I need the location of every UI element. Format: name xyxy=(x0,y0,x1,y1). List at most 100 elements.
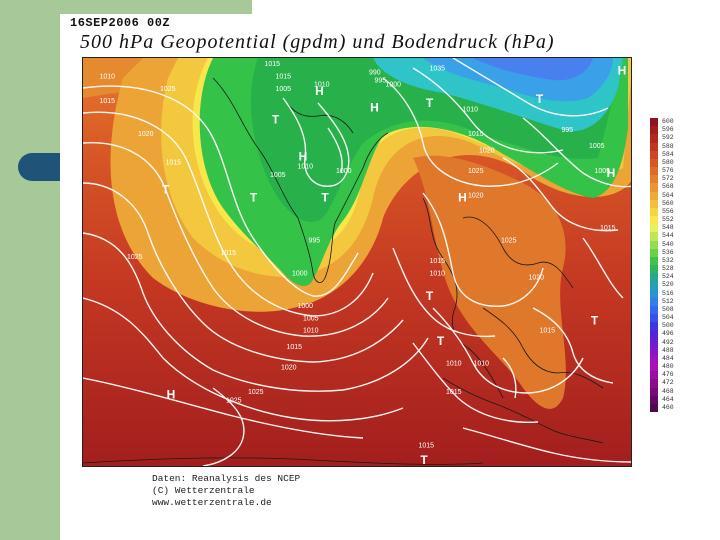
color-scale-swatch xyxy=(650,216,658,225)
low-pressure-marker: T xyxy=(536,92,544,106)
isobar-pressure-label: 1010 xyxy=(474,361,490,368)
weather-map-canvas: 1015 1015 1005 1010 1025 1010 1015 1020 1015 1005… xyxy=(83,58,631,467)
color-scale-value: 548 xyxy=(662,224,674,232)
isobar-pressure-label: 1000 xyxy=(336,168,352,175)
isobar-pressure-label: 1015 xyxy=(166,160,182,167)
color-scale-value: 568 xyxy=(662,183,674,191)
color-scale-value: 580 xyxy=(662,158,674,166)
color-scale-swatch xyxy=(650,175,658,184)
color-scale-value: 496 xyxy=(662,330,674,338)
credit-line: (C) Wetterzentrale xyxy=(152,485,255,496)
isobar-pressure-label: 1000 xyxy=(292,270,308,277)
color-scale-value: 484 xyxy=(662,354,674,362)
coastlines xyxy=(83,77,604,465)
isobar-pressure-label: 1015 xyxy=(265,61,281,68)
credit-line: Daten: Reanalysis des NCEP xyxy=(152,473,301,484)
decorative-top-strip xyxy=(0,0,252,14)
color-scale-value: 584 xyxy=(662,150,674,158)
color-scale-bar xyxy=(650,118,658,413)
isobar-pressure-label: 1010 xyxy=(100,74,116,81)
isobar-pressure-label: 990 xyxy=(369,69,381,76)
low-pressure-marker: T xyxy=(426,96,434,110)
color-scale-value: 544 xyxy=(662,232,674,240)
color-scale-swatch xyxy=(650,134,658,143)
low-pressure-marker: T xyxy=(437,334,445,348)
isobar-pressure-label: 1010 xyxy=(303,328,319,335)
low-pressure-marker: T xyxy=(420,453,428,467)
isobar-pressure-label: 1010 xyxy=(463,106,479,113)
low-pressure-marker: T xyxy=(321,191,329,205)
low-pressure-marker: T xyxy=(426,289,434,303)
cold-pool xyxy=(473,58,593,81)
isobar-pressure-label: 1015 xyxy=(430,258,446,265)
high-pressure-marker: H xyxy=(299,150,308,164)
isobar-pressure-label: 995 xyxy=(375,78,387,85)
color-scale-swatch xyxy=(650,354,658,364)
color-scale-swatch xyxy=(650,289,658,299)
map-title: 500 hPa Geopotential (gpdm) und Bodendru… xyxy=(80,31,555,53)
color-scale-swatch xyxy=(650,150,658,160)
color-scale-value: 576 xyxy=(662,167,674,174)
credits-block: Daten: Reanalysis des NCEP (C) Wetterzen… xyxy=(152,473,300,509)
color-scale-swatch xyxy=(650,118,658,127)
color-scale-value: 516 xyxy=(662,289,674,297)
color-scale-swatch xyxy=(650,126,658,135)
color-scale-value: 492 xyxy=(662,338,674,346)
isobar-pressure-label: 1015 xyxy=(419,443,435,450)
isobar-pressure-label: 1025 xyxy=(160,86,176,93)
color-scale-swatch xyxy=(650,142,658,152)
color-scale-value: 552 xyxy=(662,216,674,223)
low-pressure-marker: T xyxy=(591,314,599,328)
color-scale-legend: 600 596 592 588 584 580 576 572 568 564 560 556 552 5… xyxy=(650,118,704,413)
low-pressure-marker: T xyxy=(272,113,280,127)
color-scale-swatch xyxy=(650,346,658,356)
isobar-pressure-label: 1010 xyxy=(298,164,314,171)
color-scale-value: 464 xyxy=(662,395,674,403)
color-scale-swatch xyxy=(650,387,658,397)
color-scale-value: 504 xyxy=(662,314,674,321)
color-scale-value: 476 xyxy=(662,371,674,379)
high-pressure-marker: H xyxy=(618,63,627,77)
color-scale-value: 536 xyxy=(662,248,674,256)
isobar-pressure-label: 1005 xyxy=(595,168,611,175)
isobar-pressure-label: 1015 xyxy=(221,250,237,257)
isobar-pressure-label: 1020 xyxy=(281,365,297,372)
color-scale-swatch xyxy=(650,371,658,380)
isobar-pressure-label: 995 xyxy=(562,127,574,134)
isobar-pressure-label: 1015 xyxy=(100,98,116,105)
color-scale-swatch xyxy=(650,248,658,258)
color-scale-swatch xyxy=(650,314,658,323)
color-scale-swatch xyxy=(650,281,658,290)
color-scale-swatch xyxy=(650,395,658,405)
high-pressure-marker: H xyxy=(167,387,176,401)
isobar-pressure-label: 995 xyxy=(309,238,321,245)
isobar-pressure-label: 1000 xyxy=(386,82,402,89)
color-scale-swatch xyxy=(650,158,658,168)
color-scale-value: 460 xyxy=(662,403,674,411)
isobar-pressure-label: 1020 xyxy=(468,192,484,199)
color-scale-value: 472 xyxy=(662,379,674,387)
color-scale-value: 508 xyxy=(662,305,674,313)
color-scale-value: 560 xyxy=(662,199,674,207)
isobar-pressure-label: 1025 xyxy=(127,254,143,261)
isobar-pressure-label: 1015 xyxy=(540,328,556,335)
isobar-pressure-label: 1035 xyxy=(430,65,446,72)
isobar-pressure-label: 1005 xyxy=(276,86,292,93)
isobar-pressure-label: 1025 xyxy=(468,168,484,175)
isobar-pressure-label: 1005 xyxy=(270,172,286,179)
isobar-pressure-label: 1010 xyxy=(314,82,330,89)
isobar-pressure-label: 1015 xyxy=(446,389,462,396)
isobars xyxy=(83,58,631,466)
color-scale-swatch xyxy=(650,191,658,201)
credit-line: www.wetterzentrale.de xyxy=(152,497,272,508)
color-scale-swatch xyxy=(650,330,658,339)
color-scale-swatch xyxy=(650,167,658,176)
color-scale-swatch xyxy=(650,363,658,372)
color-scale-value: 588 xyxy=(662,142,674,150)
high-pressure-marker: H xyxy=(458,191,467,205)
high-pressure-marker: H xyxy=(315,84,324,98)
color-scale-swatch xyxy=(650,305,658,315)
isobar-pressure-label: 1005 xyxy=(589,143,605,150)
isobar-pressure-label: 1000 xyxy=(298,303,314,310)
isobar-pressure-label: 1025 xyxy=(248,389,264,396)
